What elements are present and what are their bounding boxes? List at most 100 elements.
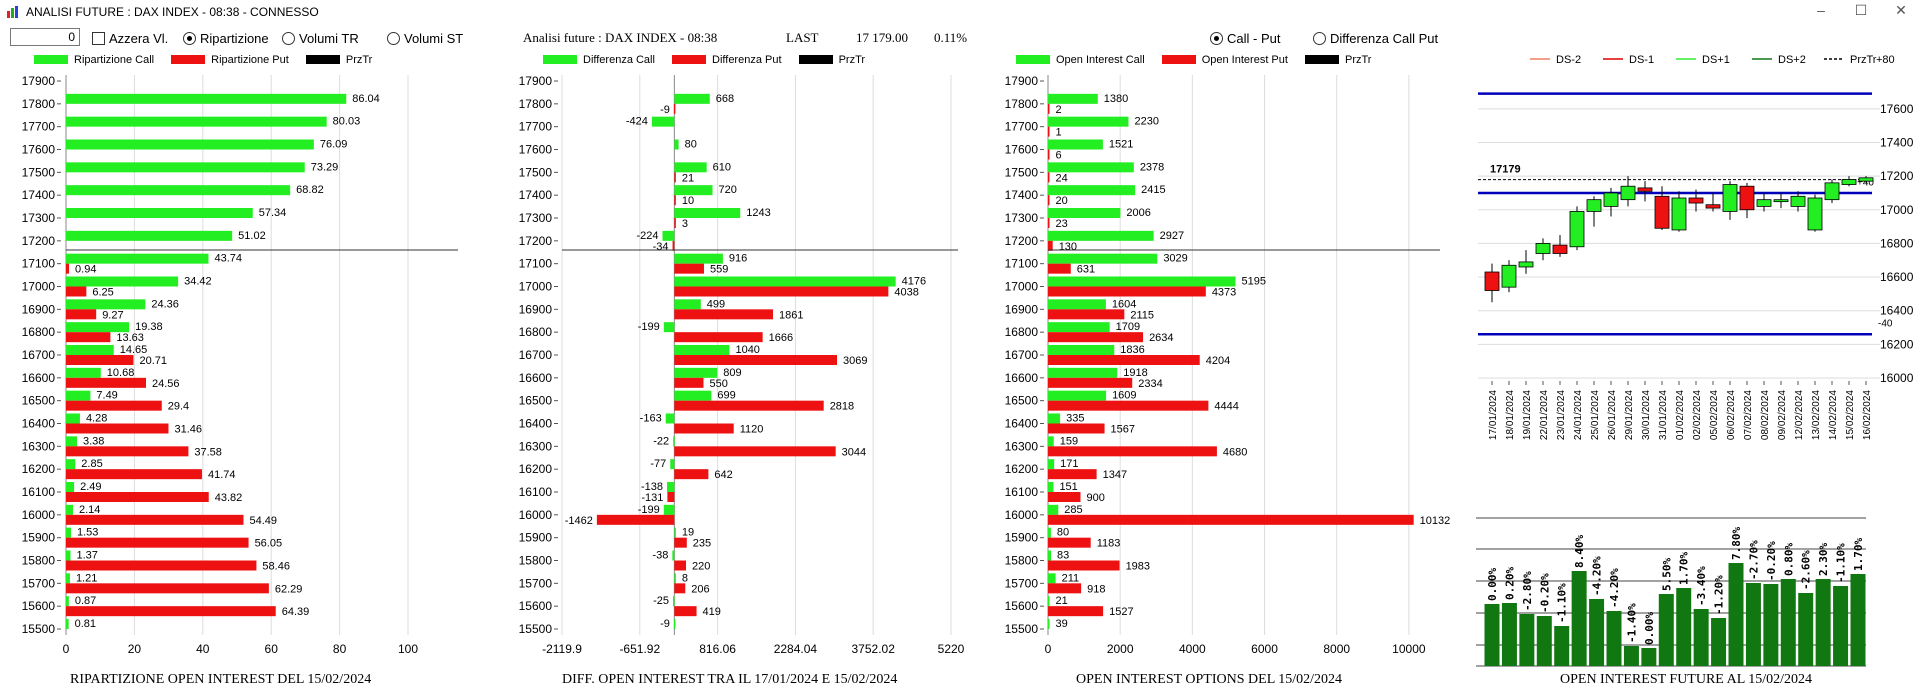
candle-body (1518, 261, 1534, 268)
azzera-checkbox[interactable]: Azzera Vl. (92, 31, 168, 46)
radio-volumi-tr[interactable]: Volumi TR (282, 31, 359, 46)
y-tick-label: 15700 (519, 576, 553, 590)
call-bar-label: 499 (707, 298, 725, 310)
call-bar (66, 619, 69, 629)
call-bar-label: 80 (1057, 527, 1069, 539)
call-bar (1048, 550, 1051, 561)
put-bar (596, 514, 675, 525)
y-tick-label: 17900 (1005, 74, 1039, 88)
candle-body (1484, 271, 1500, 291)
oi-bar-label: -1.40% (1625, 603, 1638, 643)
close-button[interactable]: ✕ (1895, 2, 1907, 18)
radio-ripartizione[interactable]: Ripartizione (183, 31, 269, 46)
put-bar (672, 240, 675, 251)
window-title: ANALISI FUTURE : DAX INDEX - 08:38 - CON… (26, 5, 319, 19)
put-bar-label: 559 (710, 264, 728, 276)
call-bar (674, 345, 730, 355)
put-bar (1048, 332, 1144, 343)
put-bar (1048, 309, 1125, 320)
put-bar-label: 58.46 (262, 561, 290, 573)
call-bar (674, 253, 723, 264)
last-change: 0.11% (934, 30, 968, 45)
call-bar-label: -163 (640, 413, 662, 425)
call-bar-label: 1.37 (76, 550, 97, 562)
oi-bar (1484, 604, 1500, 666)
y-tick-label: 17600 (22, 143, 56, 157)
minimize-button[interactable]: – (1817, 2, 1825, 18)
put-bar-label: 642 (714, 469, 732, 481)
call-bar (1048, 413, 1061, 424)
put-bar-label: 3044 (842, 446, 866, 458)
put-bar (1048, 606, 1104, 617)
call-bar-label: 2.85 (81, 458, 102, 470)
y-tick-label: 15600 (519, 599, 553, 613)
y-tick-label: 16600 (1005, 371, 1039, 385)
call-bar-label: 1.21 (76, 572, 97, 584)
oi-bar (1658, 594, 1674, 666)
caption-chart1: RIPARTIZIONE OPEN INTEREST DEL 15/02/202… (70, 672, 372, 687)
y-tick-label: 16200 (22, 462, 56, 476)
checkbox-icon (92, 32, 105, 45)
put-bar-label: -1462 (565, 515, 593, 527)
radio-differenza-call-put[interactable]: Differenza Call Put (1313, 31, 1438, 46)
x-tick-label: 07/02/2024 (1743, 390, 1754, 440)
put-bar-label: 24 (1056, 172, 1068, 184)
put-bar (667, 492, 675, 502)
y-tick-label: 16700 (1005, 348, 1039, 362)
y-tick-label: 16700 (519, 348, 553, 362)
number-input[interactable]: 0 (10, 28, 80, 46)
put-bar (674, 537, 687, 548)
call-bar-label: -199 (638, 504, 660, 516)
call-bar-label: 335 (1066, 413, 1084, 425)
put-bar (674, 218, 676, 228)
x-tick-label: 60 (265, 642, 279, 656)
put-bar (674, 560, 687, 571)
call-bar (674, 185, 713, 196)
candle-body (1824, 182, 1840, 201)
call-bar (66, 162, 305, 173)
put-bar (674, 286, 889, 297)
call-bar-label: 3029 (1163, 253, 1187, 265)
radio-icon (282, 32, 295, 45)
put-bar-label: 2634 (1149, 332, 1173, 344)
y-tick-label: 16700 (22, 348, 56, 362)
put-bar (674, 309, 773, 320)
put-bar (1048, 514, 1414, 525)
legend-entry: PrzTr (345, 54, 373, 66)
call-bar (674, 93, 710, 104)
y-tick-label: 16900 (519, 302, 553, 316)
last-value: 17 179.00 (856, 30, 908, 45)
put-bar-label: 550 (709, 378, 727, 390)
x-tick-label: 100 (398, 642, 418, 656)
candle-body (1535, 243, 1551, 254)
call-bar-label: 24.36 (151, 298, 179, 310)
radio-label: Differenza Call Put (1330, 31, 1439, 46)
put-bar (66, 377, 146, 388)
call-bar (1048, 390, 1107, 401)
caption-chart3: OPEN INTEREST OPTIONS DEL 15/02/2024 (1076, 672, 1342, 687)
prztr-value: 17179 (1490, 164, 1521, 176)
put-bar (674, 400, 824, 411)
call-bar-label: 43.74 (214, 253, 242, 265)
minus40-label: -40 (1878, 319, 1893, 330)
x-tick-label: 02/02/2024 (1692, 390, 1703, 440)
call-bar-label: 57.34 (259, 207, 287, 219)
radio-call-put[interactable]: Call - Put (1210, 31, 1280, 46)
call-bar-label: 1380 (1104, 93, 1128, 105)
call-bar (66, 596, 69, 607)
maximize-button[interactable]: ☐ (1854, 2, 1868, 18)
put-bar (1048, 469, 1097, 480)
y-tick-label: 16800 (1005, 325, 1039, 339)
oi-bar (1850, 574, 1866, 666)
radio-volumi-st[interactable]: Volumi ST (387, 31, 463, 46)
legend-entry: PrzTr (1345, 54, 1372, 66)
call-bar (674, 162, 707, 173)
call-bar (1048, 139, 1103, 150)
y-tick-label: 16400 (1880, 304, 1914, 318)
call-bar-label: 51.02 (238, 230, 266, 242)
legend-entry: DS+2 (1778, 54, 1806, 66)
x-tick-label: 4000 (1179, 642, 1206, 656)
x-tick-label: 25/01/2024 (1590, 390, 1601, 440)
put-bar (674, 355, 838, 365)
y-tick-label: 17100 (22, 257, 56, 271)
